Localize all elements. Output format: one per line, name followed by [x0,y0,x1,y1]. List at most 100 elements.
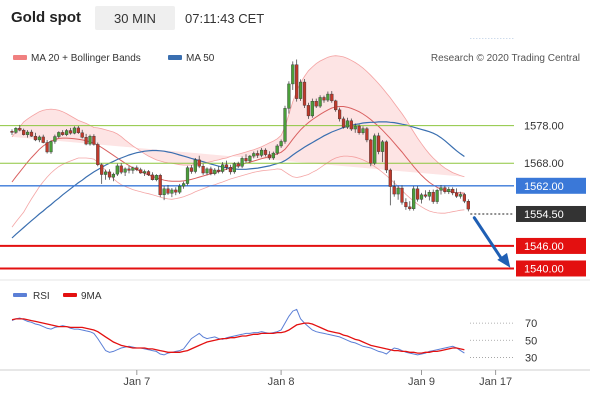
candle-body [248,155,252,162]
candle-body [412,188,416,209]
candle-body [119,165,123,173]
level-label-box-3 [516,205,586,222]
legend-bollinger: MA 20 + Bollinger Bands [31,53,141,64]
candle-body [127,168,131,171]
bollinger-band-area [12,55,465,177]
legend-rsi: RSI [33,291,50,302]
candle-body [217,169,221,172]
candle-body [185,167,190,184]
candle-body [84,137,88,145]
rsi-tick-1: 50 [525,335,537,347]
candle-body [170,189,174,194]
candle-body [306,105,310,117]
candle-body [341,118,346,128]
candle-body [193,159,197,172]
bollinger-upper-line [11,55,465,178]
candle-body [369,139,373,164]
candle-body [260,149,264,156]
candle-body [240,158,244,167]
candle-body [431,191,435,202]
candle-body [408,206,412,209]
candle-body [123,168,127,173]
x-tick-1: Jan 8 [268,376,295,388]
candle-body [220,164,225,172]
candle-body [53,136,57,142]
candle-body [61,132,65,135]
candle-body [263,149,268,155]
x-tick-0: Jan 7 [123,376,150,388]
candle-body [205,168,209,174]
candle-body [131,167,135,171]
candle-body [462,194,466,202]
candle-body [365,128,369,141]
candle-body [158,175,162,196]
candle-body [252,153,256,157]
candle-body [388,169,392,187]
candle-body [72,127,76,134]
candle-body [299,81,303,99]
timeframe-button[interactable]: 30 MIN [95,6,175,30]
ma50-line [11,121,465,239]
candle-body [451,188,455,194]
candle-body [96,144,100,165]
x-tick-3: Jan 17 [479,376,512,388]
candle-body [103,171,108,175]
candle-body [396,187,400,195]
rsi-series-9ma [11,318,465,354]
candle-body [45,142,49,153]
candle-body [150,174,154,180]
candle-body [310,101,314,117]
candle-body [416,188,420,200]
candle-body [326,93,330,101]
level-label-2: 1562.00 [524,181,564,193]
candle-body [18,128,22,131]
candle-body [197,159,201,167]
candle-body [373,135,377,164]
level-label-5: 1540.00 [524,263,564,275]
candle-body [111,173,115,178]
candle-body [455,192,459,197]
candle-body [400,187,404,203]
candle-body [287,83,291,109]
x-tick-2: Jan 9 [408,376,435,388]
candle-body [100,164,104,175]
source-note: Research © 2020 Trading Central [431,53,580,64]
candle-body [232,163,236,173]
candle-body [271,152,275,159]
legend-ma50: MA 50 [186,53,215,64]
level-label-1: 1568.00 [524,158,564,170]
candle-body [29,131,34,137]
rsi-series-rsi [11,308,465,356]
candle-body [76,127,80,133]
projection-arrow-head [497,252,511,268]
candle-body [181,183,186,187]
candle-body [92,135,96,145]
candle-body [224,164,229,168]
candle-body [295,64,299,99]
candle-body [334,100,338,111]
candle-body [338,109,342,120]
candle-body [291,64,295,85]
candle-body [443,187,447,193]
candle-body [142,171,147,174]
candle-body [283,108,287,142]
candle-body [423,194,427,197]
candle-body [404,202,408,208]
candle-body [68,130,73,134]
price-chart[interactable]: MA 20 + Bollinger Bands MA 50 Research ©… [0,38,590,400]
level-label-box-2 [516,177,586,194]
candle-body [353,125,357,130]
candle-body [447,188,451,193]
candle-body [10,131,14,133]
candle-body [189,167,193,172]
candle-body [279,141,283,147]
candle-body [427,191,431,197]
candle-body [14,128,18,133]
candle-body [384,141,388,171]
candle-body [345,120,349,128]
level-label-3: 1554.50 [524,209,564,221]
clock-display: 07:11:43 CET [185,11,265,26]
legend-swatch-rsi [13,293,27,297]
candle-body [213,169,217,174]
candle-body [314,101,318,107]
